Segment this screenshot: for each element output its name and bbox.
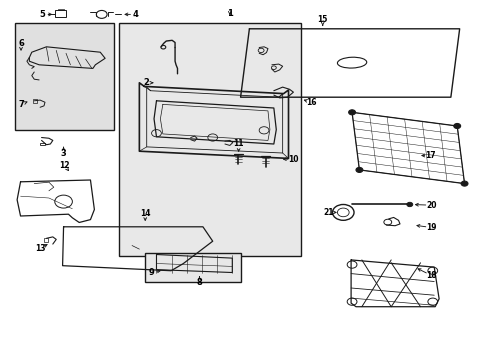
Text: 17: 17: [424, 151, 435, 160]
Text: 21: 21: [323, 208, 334, 217]
Text: 11: 11: [233, 139, 244, 148]
Text: 2: 2: [143, 78, 149, 87]
Text: 3: 3: [61, 149, 66, 158]
Text: 18: 18: [425, 271, 436, 280]
Bar: [119, 23, 300, 256]
Circle shape: [453, 123, 460, 129]
Text: 8: 8: [196, 278, 202, 287]
Text: 16: 16: [305, 98, 316, 107]
Text: 7: 7: [18, 100, 24, 109]
Circle shape: [406, 202, 412, 207]
Circle shape: [355, 167, 362, 172]
Bar: [145, 253, 240, 282]
Bar: [15, 23, 114, 130]
Text: 12: 12: [59, 161, 70, 170]
Bar: [44, 238, 48, 242]
Bar: [58, 9, 63, 10]
Bar: [55, 10, 66, 17]
Bar: [33, 99, 37, 103]
Bar: [40, 143, 45, 145]
Circle shape: [348, 110, 355, 115]
Text: 19: 19: [425, 223, 436, 232]
Text: 4: 4: [133, 10, 139, 19]
Circle shape: [460, 181, 467, 186]
Text: 20: 20: [425, 201, 436, 210]
Text: 5: 5: [40, 10, 45, 19]
Text: 10: 10: [287, 154, 298, 163]
Text: 6: 6: [18, 39, 24, 48]
Text: 15: 15: [317, 15, 327, 24]
Text: 14: 14: [140, 209, 150, 217]
Text: 1: 1: [226, 9, 232, 18]
Text: 13: 13: [35, 244, 45, 253]
Text: 9: 9: [148, 268, 154, 277]
